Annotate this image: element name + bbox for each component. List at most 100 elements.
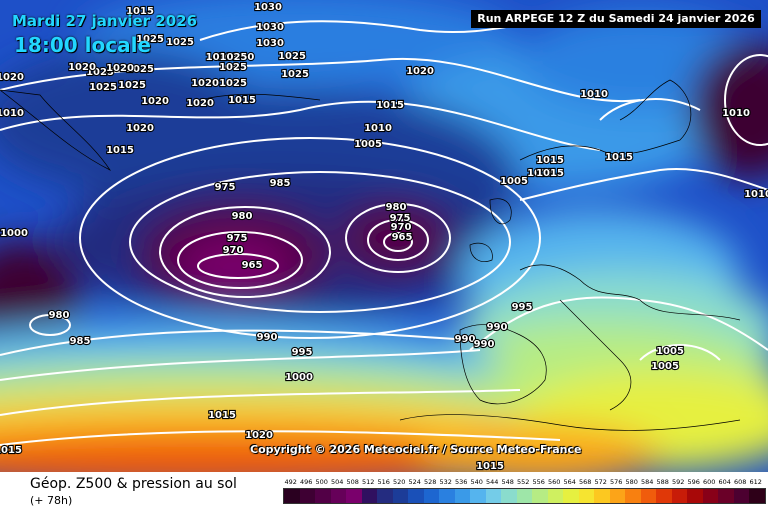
scale-swatch bbox=[361, 489, 377, 503]
isobar-label: 1015 bbox=[527, 168, 555, 179]
scale-swatch bbox=[501, 489, 517, 503]
scale-swatch bbox=[547, 489, 563, 503]
isobar-label: 1015 bbox=[536, 168, 564, 179]
scale-swatch bbox=[563, 489, 579, 503]
scale-swatch bbox=[485, 489, 501, 503]
scale-tick-label: 516 bbox=[377, 478, 390, 486]
isobar-label: 1015 bbox=[605, 152, 633, 163]
scale-tick-label: 592 bbox=[672, 478, 685, 486]
scale-tick-label: 556 bbox=[532, 478, 545, 486]
isobar-label: 965 bbox=[392, 232, 413, 243]
scale-swatch bbox=[408, 489, 424, 503]
isobar-label: 1010 bbox=[722, 108, 750, 119]
scale-tick-label: 508 bbox=[346, 478, 359, 486]
isobar-label: 1025 bbox=[89, 82, 117, 93]
isobar-label: 1010 bbox=[722, 108, 750, 119]
isobar-label: 1010250 bbox=[206, 52, 255, 63]
isobar-label: 1015 bbox=[126, 6, 154, 17]
scale-tick-label: 568 bbox=[579, 478, 592, 486]
isobar-label: 1015 bbox=[376, 100, 404, 111]
isobar-label: 1010 bbox=[744, 189, 768, 200]
isobar-label: 1005 bbox=[500, 176, 528, 187]
scale-swatch bbox=[299, 489, 315, 503]
scale-tick-label: 524 bbox=[408, 478, 421, 486]
isobar-label: 1030 bbox=[218, 52, 246, 63]
scale-tick-label: 580 bbox=[625, 478, 638, 486]
scale-swatch bbox=[330, 489, 346, 503]
isobar-label: 1020 bbox=[406, 66, 434, 77]
isobar-label: 1025 bbox=[136, 34, 164, 45]
isobar-label: 1025 bbox=[126, 64, 154, 75]
isobar-label: 1015 bbox=[106, 145, 134, 156]
isobar-label: 995 bbox=[292, 347, 313, 358]
scale-swatch bbox=[470, 489, 486, 503]
isobar-label: 1010 bbox=[0, 108, 24, 119]
scale-swatch bbox=[315, 489, 331, 503]
scale-swatch bbox=[516, 489, 532, 503]
isobar-label: 1005 bbox=[354, 139, 382, 150]
scale-tick-label: 540 bbox=[470, 478, 483, 486]
scale-tick-label: 604 bbox=[718, 478, 731, 486]
scale-color-bar bbox=[283, 488, 766, 504]
isobar-label: 1030 bbox=[256, 38, 284, 49]
isobar-label: 1020 bbox=[186, 98, 214, 109]
isobar-label: 990 bbox=[487, 322, 508, 333]
isobar-label: 1020 bbox=[106, 63, 134, 74]
scale-tick-label: 572 bbox=[594, 478, 607, 486]
scale-swatch bbox=[578, 489, 594, 503]
isobar-label: 1015 bbox=[376, 100, 404, 111]
scale-tick-label: 532 bbox=[439, 478, 452, 486]
scale-swatch bbox=[656, 489, 672, 503]
scale-tick-label: 612 bbox=[749, 478, 762, 486]
isobar-label: 1015 bbox=[476, 461, 504, 472]
isobar-label: 970 bbox=[391, 222, 412, 233]
isobar-label: 1015 bbox=[536, 155, 564, 166]
scale-swatch bbox=[454, 489, 470, 503]
isobar-label: 1025 bbox=[281, 69, 309, 80]
isobar-label: 1030 bbox=[256, 22, 284, 33]
color-scale-legend: 492 496 500 504 508 512 516 520 524 528 532 536 540 5… bbox=[283, 478, 766, 504]
isobar-label: 1020 bbox=[191, 78, 219, 89]
map-title: Géop. Z500 & pression au sol bbox=[30, 476, 237, 492]
valid-time: 18:00 locale bbox=[14, 33, 151, 57]
isobar-label: 980 bbox=[49, 310, 70, 321]
scale-swatch bbox=[439, 489, 455, 503]
geopotential-field bbox=[0, 0, 768, 472]
isobar-lines bbox=[0, 16, 768, 446]
isobar-label: 1020 bbox=[68, 62, 96, 73]
isobar-label: 1025 bbox=[219, 78, 247, 89]
isobar-label: 1025 bbox=[219, 62, 247, 73]
isobar-label: 995 bbox=[512, 302, 533, 313]
scale-swatch bbox=[392, 489, 408, 503]
scale-swatch bbox=[687, 489, 703, 503]
isobar-label: 985 bbox=[70, 336, 91, 347]
isobar-label: 1025 bbox=[86, 67, 114, 78]
scale-tick-label: 576 bbox=[610, 478, 623, 486]
scale-tick-label: 584 bbox=[641, 478, 654, 486]
isobar-label: 975 bbox=[227, 233, 248, 244]
copyright-notice: Copyright © 2026 Meteociel.fr / Source M… bbox=[250, 443, 582, 456]
isobar-label: 980 bbox=[232, 211, 253, 222]
isobar-label: 965 bbox=[242, 260, 263, 271]
scale-swatch bbox=[377, 489, 393, 503]
scale-tick-label: 520 bbox=[393, 478, 406, 486]
scale-swatch bbox=[609, 489, 625, 503]
isobar-label: 975 bbox=[390, 213, 411, 224]
scale-swatch bbox=[625, 489, 641, 503]
valid-date: Mardi 27 janvier 2026 bbox=[12, 12, 198, 30]
isobar-label: 1015 bbox=[0, 445, 22, 456]
isobar-label: 985 bbox=[270, 178, 291, 189]
scale-tick-label: 496 bbox=[300, 478, 313, 486]
isobar-label: 1025 bbox=[278, 51, 306, 62]
scale-swatch bbox=[284, 489, 300, 503]
isobar-label: 1025 bbox=[166, 37, 194, 48]
isobar-label: 980 bbox=[386, 202, 407, 213]
scale-tick-label: 564 bbox=[563, 478, 576, 486]
scale-tick-label: 560 bbox=[548, 478, 561, 486]
scale-tick-label: 544 bbox=[486, 478, 499, 486]
isobar-label: 1010 bbox=[364, 123, 392, 134]
scale-swatch bbox=[532, 489, 548, 503]
scale-tick-label: 492 bbox=[284, 478, 297, 486]
